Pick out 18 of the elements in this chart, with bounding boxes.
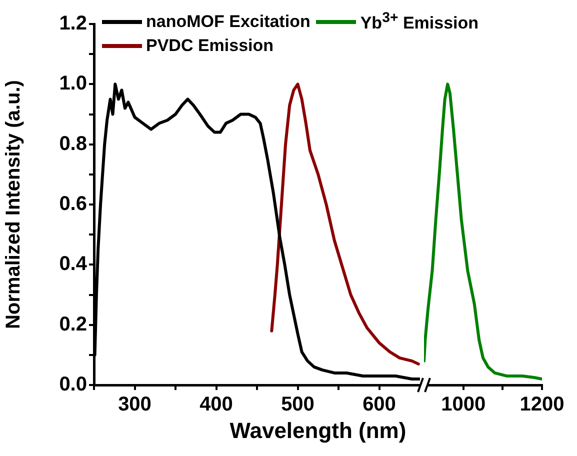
- x-tick-label: 300: [118, 394, 152, 416]
- y-tick-label: 1.0: [59, 72, 87, 95]
- y-tick-label: 0.2: [59, 313, 87, 336]
- legend-label: nanoMOF Excitation: [146, 12, 310, 32]
- x-axis-title: Wavelength (nm): [228, 418, 408, 444]
- y-axis-title: Normalized Intensity (a.u.): [2, 80, 25, 329]
- y-tick-label: 0.4: [59, 253, 88, 276]
- x-tick-label: 400: [200, 394, 233, 416]
- y-tick-label: 0.0: [59, 374, 87, 396]
- legend-label: Yb$^{3+}$ Emission: [360, 10, 479, 34]
- y-tick-label: 0.8: [59, 132, 87, 155]
- x-tick-label: 600: [362, 394, 396, 416]
- x-tick-label: 1200: [520, 394, 564, 416]
- x-tick-label: 1000: [441, 394, 486, 416]
- y-tick-label: 1.2: [59, 12, 87, 35]
- x-tick-label: 500: [281, 394, 314, 416]
- y-tick-label: 0.6: [59, 193, 87, 216]
- legend-label: PVDC Emission: [146, 36, 274, 56]
